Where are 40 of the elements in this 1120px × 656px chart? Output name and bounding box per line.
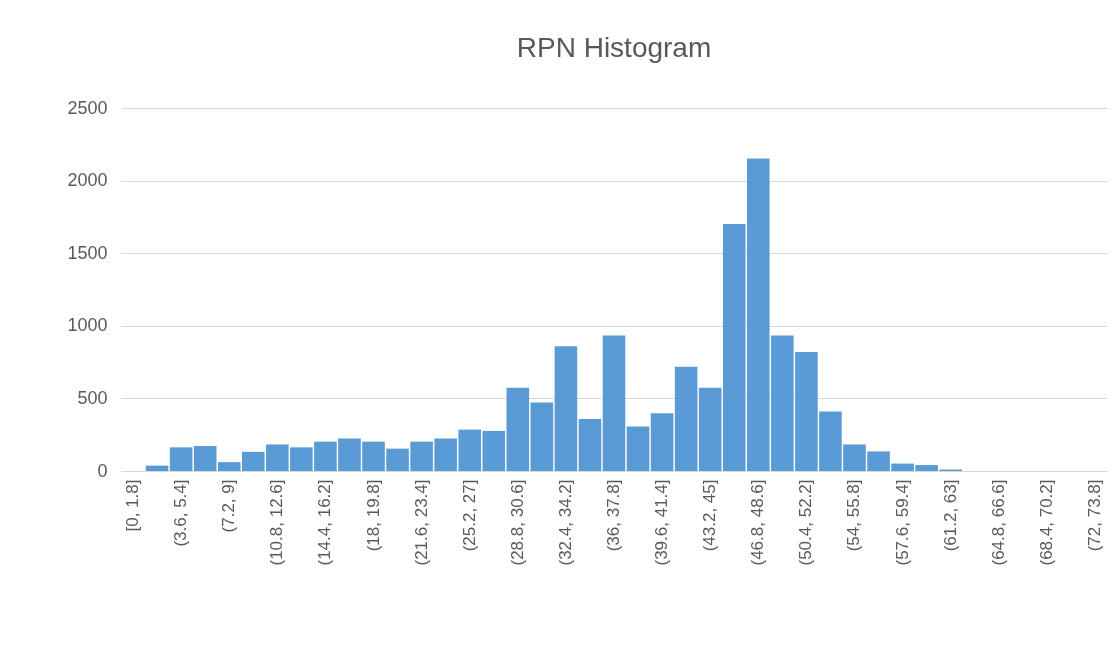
y-tick-label: 500: [77, 387, 108, 408]
x-tick-label: (61.2, 63]: [940, 479, 960, 552]
x-tick-label: (50.4, 52.2]: [796, 479, 816, 566]
bar: [554, 346, 578, 471]
x-tick-label: (28.8, 30.6]: [507, 479, 527, 566]
x-tick-label: [0, 1.8]: [123, 479, 143, 532]
y-tick-label: 2000: [67, 170, 108, 191]
chart-title: RPN Histogram: [516, 32, 712, 63]
x-tick-label: (46.8, 48.6]: [748, 479, 768, 566]
x-tick-label: (64.8, 66.6]: [988, 479, 1008, 566]
x-tick-label: (36, 37.8]: [604, 479, 623, 552]
x-tick-label: (3.6, 5.4]: [171, 479, 191, 547]
x-tick-label: (18, 19.8]: [363, 479, 383, 552]
x-tick-label: (32.4, 34.2]: [555, 479, 575, 566]
bar: [530, 402, 554, 471]
x-tick-label: (10.8, 12.6]: [267, 479, 287, 566]
x-tick-label: (7.2, 9]: [219, 479, 239, 533]
bar: [674, 366, 698, 471]
x-tick-label: (68.4, 70.2]: [1036, 479, 1056, 566]
y-tick-label: 0: [97, 460, 108, 481]
bar: [145, 465, 169, 471]
y-tick-label: 2500: [67, 97, 108, 118]
y-tick-label: 1500: [67, 242, 108, 263]
bar: [650, 413, 674, 471]
x-tick-label: (14.4, 16.2]: [315, 479, 335, 566]
bar: [698, 387, 722, 471]
x-tick-label: (57.6, 59.4]: [892, 479, 912, 566]
x-tick-label: (39.6, 41.4]: [652, 479, 672, 566]
bar: [626, 426, 650, 471]
bar: [506, 387, 530, 471]
bar: [169, 447, 193, 471]
x-tick-label: (21.6, 23.4]: [411, 479, 431, 566]
bar: [602, 335, 626, 471]
x-tick-label: (72, 73.8]: [1084, 479, 1104, 552]
y-tick-label: 1000: [67, 315, 108, 336]
bar: [193, 445, 217, 471]
bar: [578, 419, 602, 471]
x-tick-label: (43.2, 45]: [700, 479, 720, 552]
x-tick-label: (25.2, 27]: [459, 479, 479, 552]
x-tick-label: (54, 55.8]: [844, 479, 864, 552]
